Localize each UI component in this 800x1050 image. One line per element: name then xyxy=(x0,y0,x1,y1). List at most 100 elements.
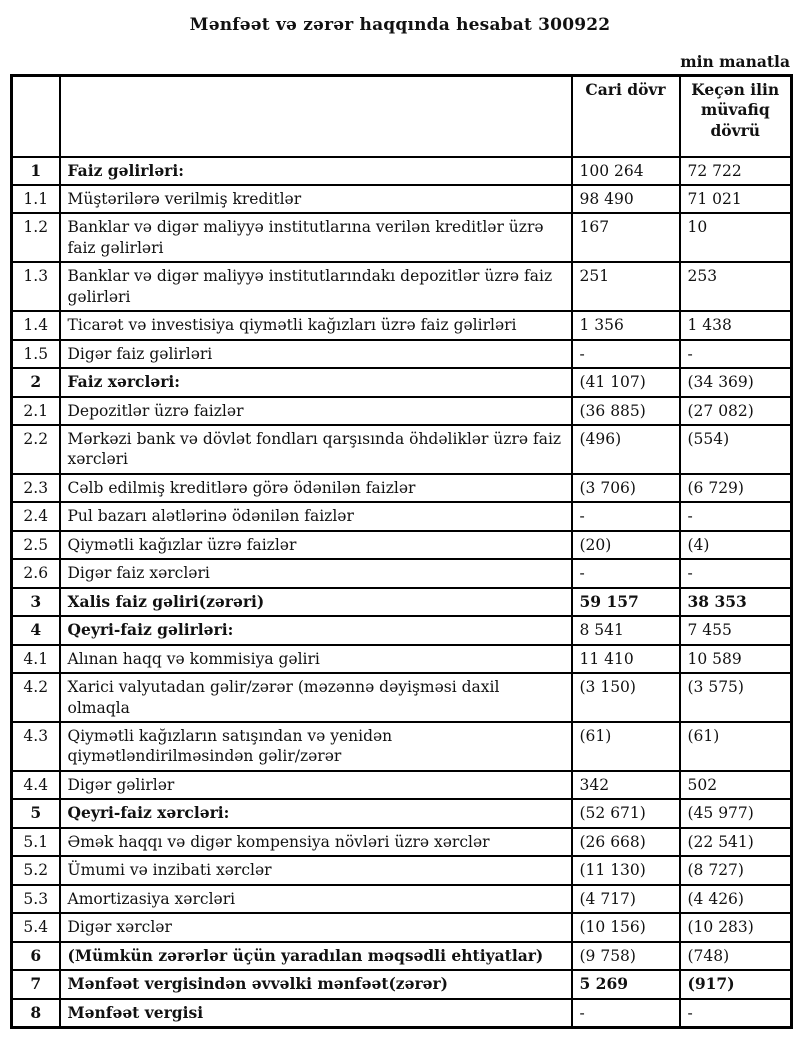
row-previous-value: 71 021 xyxy=(678,183,793,215)
table-row: 3 Xalis faiz gəliri(zərəri) 59 157 38 353 xyxy=(10,586,793,618)
row-label: Müştərilərə verilmiş kreditlər xyxy=(58,183,573,215)
table-row: 1.3 Banklar və digər maliyyə institutları… xyxy=(10,261,793,313)
row-previous-value: 253 xyxy=(678,261,793,313)
row-current-value: 5 269 xyxy=(570,969,681,1000)
profit-loss-table: Cari dövr Keçən ilin müvafiq dövrü 1 Faiz… xyxy=(10,74,793,1029)
row-label: Əmək haqqı və digər kompensiya növləri ü… xyxy=(58,826,573,858)
table-row: 4.2 Xarici valyutadan gəlir/zərər (məzənn… xyxy=(10,672,793,724)
row-previous-value: (45 977) xyxy=(678,798,793,829)
row-number: 5.1 xyxy=(10,826,61,858)
row-label: Qeyri-faiz gəlirləri: xyxy=(58,615,573,646)
header-row: Cari dövr Keçən ilin müvafiq dövrü xyxy=(10,74,793,158)
row-current-value: 1 356 xyxy=(570,310,681,341)
row-number: 2.2 xyxy=(10,424,61,475)
row-previous-value: (554) xyxy=(678,424,793,475)
row-previous-value: (4) xyxy=(678,529,793,561)
table-row: 1.1 Müştərilərə verilmiş kreditlər 98 490 7… xyxy=(10,183,793,215)
row-label: Cəlb edilmiş kreditlərə görə ödənilən fa… xyxy=(58,472,573,504)
row-previous-value: (4 426) xyxy=(678,883,793,915)
header-previous-period: Keçən ilin müvafiq dövrü xyxy=(678,74,793,158)
row-previous-value: 502 xyxy=(678,769,793,801)
row-previous-value: (10 283) xyxy=(678,912,793,943)
table-row: 7 Mənfəət vergisindən əvvəlki mənfəət(zər… xyxy=(10,969,793,1000)
row-number: 5 xyxy=(10,798,61,829)
row-label: Amortizasiya xərcləri xyxy=(58,883,573,915)
table-row: 5.1 Əmək haqqı və digər kompensiya növlər… xyxy=(10,826,793,858)
row-number: 3 xyxy=(10,586,61,618)
row-previous-value: (6 729) xyxy=(678,472,793,504)
row-label: Mənfəət vergisi xyxy=(58,997,573,1029)
table-row: 1.2 Banklar və digər maliyyə institutları… xyxy=(10,212,793,264)
row-previous-value: (3 575) xyxy=(678,672,793,724)
row-current-value: (496) xyxy=(570,424,681,475)
table-row: 2.6 Digər faiz xərcləri - - xyxy=(10,558,793,589)
table-row: 8 Mənfəət vergisi - - xyxy=(10,997,793,1029)
row-label: Faiz gəlirləri: xyxy=(58,155,573,186)
row-label: Pul bazarı alətlərinə ödənilən faizlər xyxy=(58,501,573,532)
row-number: 5.3 xyxy=(10,883,61,915)
row-previous-value: 10 589 xyxy=(678,643,793,675)
row-label: Alınan haqq və kommisiya gəliri xyxy=(58,643,573,675)
row-current-value: (26 668) xyxy=(570,826,681,858)
row-number: 2 xyxy=(10,367,61,398)
row-number: 4.1 xyxy=(10,643,61,675)
row-label: Digər gəlirlər xyxy=(58,769,573,801)
row-number: 5.2 xyxy=(10,855,61,886)
row-label: Banklar və digər maliyyə institutlarında… xyxy=(58,261,573,313)
row-previous-value: (27 082) xyxy=(678,395,793,427)
row-previous-value: (22 541) xyxy=(678,826,793,858)
table-row: 5.4 Digər xərclər (10 156) (10 283) xyxy=(10,912,793,943)
row-current-value: 98 490 xyxy=(570,183,681,215)
row-current-value: - xyxy=(570,997,681,1029)
row-current-value: (3 706) xyxy=(570,472,681,504)
table-row: 1.5 Digər faiz gəlirləri - - xyxy=(10,338,793,370)
row-current-value: - xyxy=(570,338,681,370)
row-label: Banklar və digər maliyyə institutlarına … xyxy=(58,212,573,264)
row-previous-value: 10 xyxy=(678,212,793,264)
row-number: 4.2 xyxy=(10,672,61,724)
row-number: 2.1 xyxy=(10,395,61,427)
table-row: 5.2 Ümumi və inzibati xərclər (11 130) (8 7… xyxy=(10,855,793,886)
row-number: 7 xyxy=(10,969,61,1000)
row-previous-value: (917) xyxy=(678,969,793,1000)
row-previous-value: 38 353 xyxy=(678,586,793,618)
row-label: Xalis faiz gəliri(zərəri) xyxy=(58,586,573,618)
row-previous-value: - xyxy=(678,558,793,589)
row-current-value: (36 885) xyxy=(570,395,681,427)
row-previous-value: 1 438 xyxy=(678,310,793,341)
row-number: 4.3 xyxy=(10,721,61,772)
row-current-value: (4 717) xyxy=(570,883,681,915)
header-blank-number xyxy=(10,74,61,158)
row-current-value: 59 157 xyxy=(570,586,681,618)
header-current-period: Cari dövr xyxy=(570,74,681,158)
row-number: 4 xyxy=(10,615,61,646)
row-number: 1.5 xyxy=(10,338,61,370)
row-previous-value: - xyxy=(678,338,793,370)
row-label: Ümumi və inzibati xərclər xyxy=(58,855,573,886)
row-current-value: (52 671) xyxy=(570,798,681,829)
row-current-value: - xyxy=(570,558,681,589)
table-row: 2.5 Qiymətli kağızlar üzrə faizlər (20) (4) xyxy=(10,529,793,561)
table-row: 1.4 Ticarət və investisiya qiymətli kağız… xyxy=(10,310,793,341)
row-previous-value: (8 727) xyxy=(678,855,793,886)
unit-note: min manatla xyxy=(680,52,790,71)
row-label: Xarici valyutadan gəlir/zərər (məzənnə d… xyxy=(58,672,573,724)
report-table-body: 1 Faiz gəlirləri: 100 264 72 722 1.1 Müştəril… xyxy=(10,155,793,1029)
row-label: Qiymətli kağızlar üzrə faizlər xyxy=(58,529,573,561)
row-current-value: 251 xyxy=(570,261,681,313)
table-row: 1 Faiz gəlirləri: 100 264 72 722 xyxy=(10,155,793,186)
table-row: 2 Faiz xərcləri: (41 107) (34 369) xyxy=(10,367,793,398)
row-number: 1.2 xyxy=(10,212,61,264)
table-row: 2.2 Mərkəzi bank və dövlət fondları qarşı… xyxy=(10,424,793,475)
header-blank-description xyxy=(58,74,573,158)
row-current-value: - xyxy=(570,501,681,532)
row-current-value: 342 xyxy=(570,769,681,801)
row-current-value: 8 541 xyxy=(570,615,681,646)
table-row: 2.1 Depozitlər üzrə faizlər (36 885) (27 08… xyxy=(10,395,793,427)
row-label: Ticarət və investisiya qiymətli kağızlar… xyxy=(58,310,573,341)
row-current-value: (11 130) xyxy=(570,855,681,886)
row-number: 2.5 xyxy=(10,529,61,561)
row-number: 1 xyxy=(10,155,61,186)
row-label: Qiymətli kağızların satışından və yenidə… xyxy=(58,721,573,772)
table-row: 6 (Mümkün zərərlər üçün yaradılan məqsədl… xyxy=(10,940,793,972)
